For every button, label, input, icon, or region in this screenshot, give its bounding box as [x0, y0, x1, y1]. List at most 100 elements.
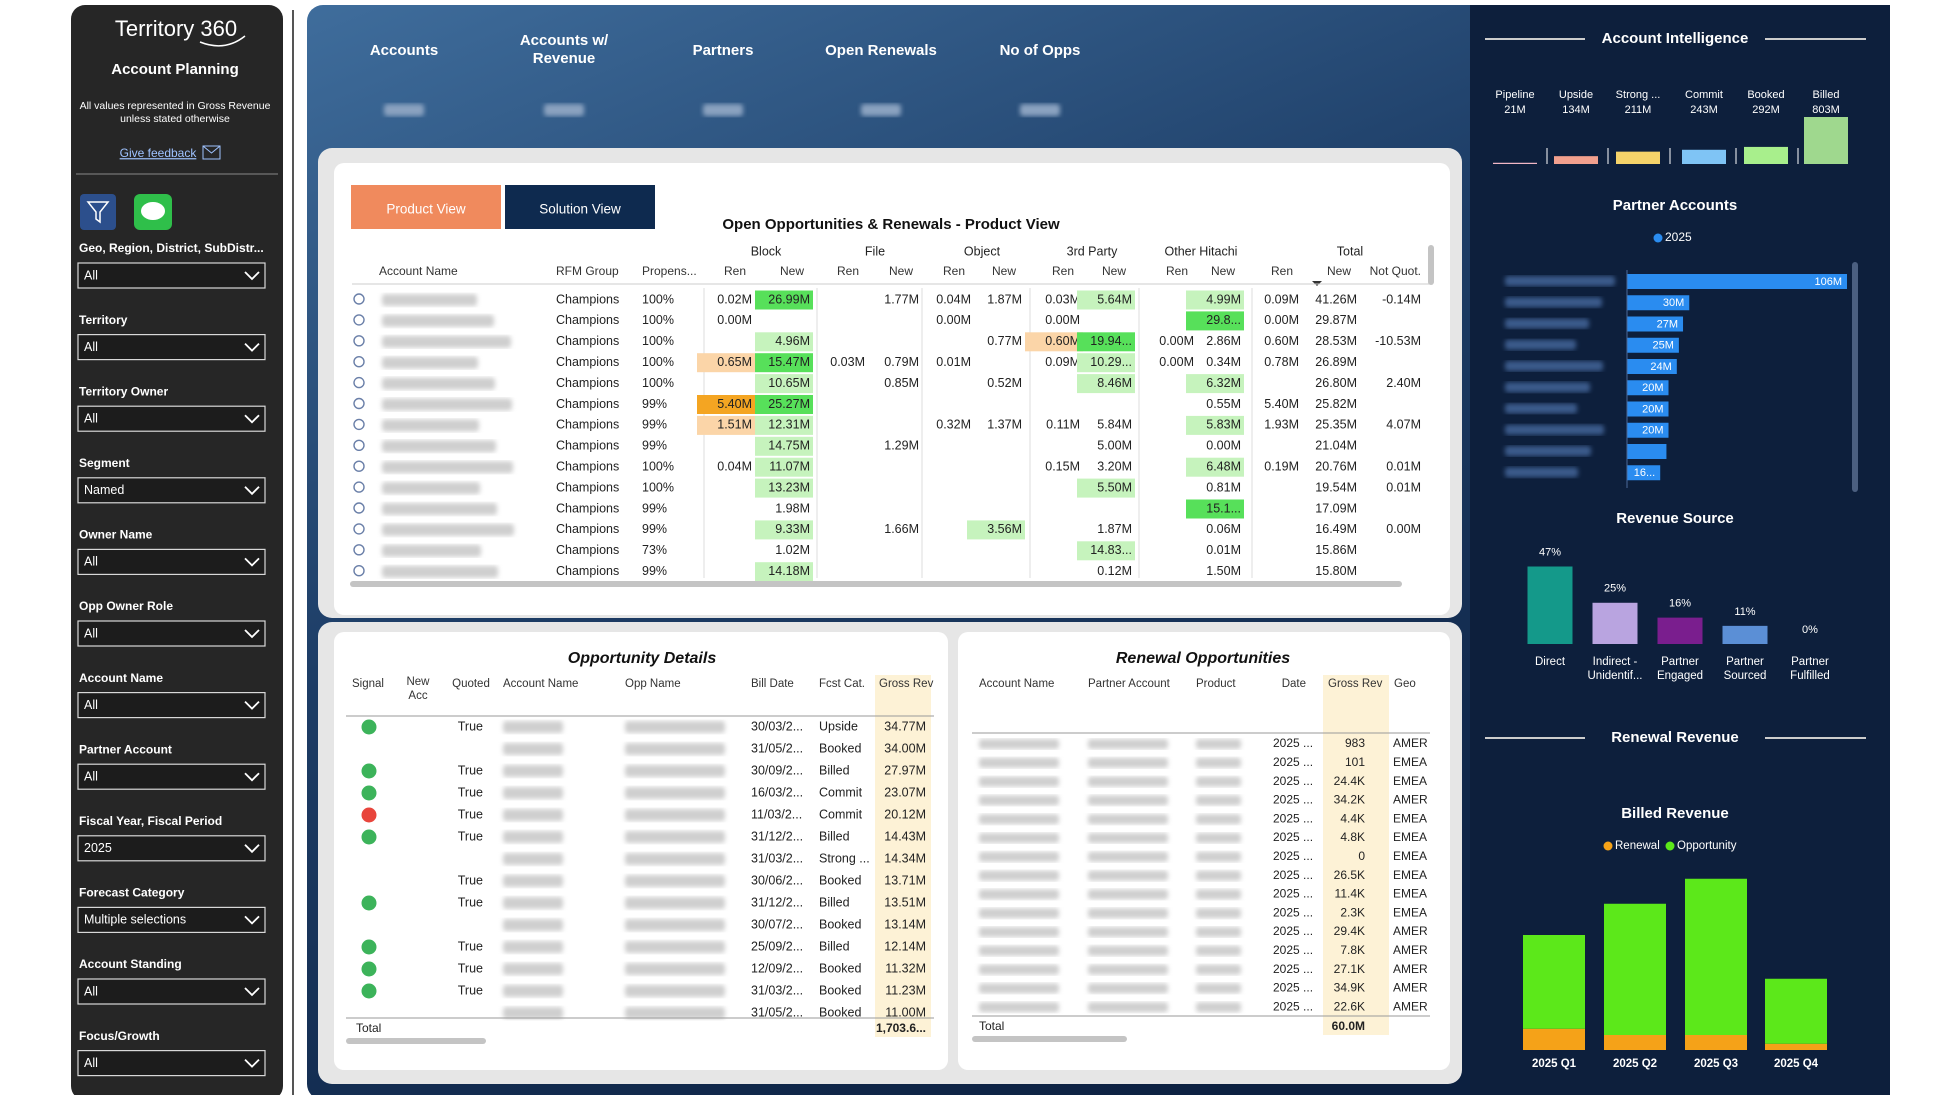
dropdown-chevron	[244, 486, 260, 496]
feedback-link[interactable]: Give feedback	[120, 146, 198, 160]
redacted	[503, 831, 563, 843]
column-header: Account Name	[979, 678, 1054, 690]
table-cell: 0.01M	[1206, 543, 1241, 557]
table-cell: 9.33M	[775, 522, 810, 536]
filter-dropdown[interactable]	[77, 835, 266, 862]
redacted	[979, 889, 1059, 900]
bar	[1627, 295, 1690, 311]
row-link-icon	[353, 523, 365, 535]
bar	[1682, 149, 1726, 164]
redacted	[503, 985, 563, 997]
legend-swatch	[1665, 841, 1675, 851]
signal-dot	[360, 960, 378, 978]
table-cell: Booked	[819, 1005, 861, 1019]
table-cell: 10.65M	[768, 376, 810, 390]
view-tab[interactable]	[505, 185, 655, 229]
table-cell: 8.46M	[1097, 376, 1132, 390]
redacted	[979, 814, 1059, 825]
cell-highlight	[1077, 374, 1135, 394]
filter-dropdown[interactable]	[77, 763, 266, 790]
cell-highlight	[755, 478, 813, 498]
filter-value: All	[84, 698, 98, 712]
table-cell: Champions	[556, 355, 619, 369]
table-cell: Champions	[556, 564, 619, 578]
filter-dropdown[interactable]	[77, 906, 266, 934]
total-label: Total	[979, 1019, 1004, 1033]
column-header: RFM Group	[556, 264, 619, 278]
table-cell: 2025 ...	[1273, 887, 1313, 901]
view-tab[interactable]	[351, 185, 501, 229]
table-cell: 0.52M	[987, 376, 1022, 390]
table-cell: 99%	[642, 397, 667, 411]
table-cell: 99%	[642, 522, 667, 536]
redacted	[625, 853, 725, 865]
table-cell: 5.64M	[1097, 292, 1132, 306]
clear-filter-icon[interactable]	[80, 194, 116, 230]
column-header: Gross Rev	[879, 678, 934, 690]
filter-dropdown[interactable]	[77, 548, 266, 576]
bar-segment	[1685, 1035, 1747, 1050]
data-label: 211M	[1625, 104, 1652, 116]
filter-dropdown[interactable]	[77, 405, 266, 432]
filter-dropdown[interactable]	[77, 334, 266, 361]
redacted	[503, 963, 563, 975]
table-cell: 1.87M	[987, 292, 1022, 306]
table-cell: EMEA	[1393, 755, 1427, 769]
filter-dropdown[interactable]	[77, 691, 266, 719]
filter-dropdown[interactable]	[77, 477, 266, 504]
table-cell: Champions	[556, 543, 619, 557]
data-label: 106M	[1814, 276, 1842, 288]
table-cell: 11.4K	[1335, 887, 1365, 901]
table-cell: AMER	[1393, 999, 1428, 1013]
column-header: Ren	[837, 264, 859, 278]
data-label: 0%	[1802, 624, 1818, 636]
table-cell: 0.00M	[1386, 522, 1421, 536]
row-link-icon	[353, 481, 365, 493]
table-cell: 11.23M	[885, 983, 926, 997]
filter-dropdown[interactable]	[77, 262, 266, 289]
column-header: Ren	[1271, 264, 1293, 278]
bar	[1657, 617, 1703, 644]
table-cell: 100%	[642, 292, 674, 306]
data-label: 24M	[1650, 361, 1671, 373]
redacted	[1196, 945, 1241, 956]
redacted	[625, 765, 725, 777]
redacted	[1196, 833, 1241, 843]
bar	[1627, 316, 1684, 332]
table-cell: 31/12/2...	[751, 829, 803, 843]
table-cell: Champions	[556, 397, 619, 411]
table-cell: Billed	[819, 829, 850, 843]
redacted	[503, 809, 563, 821]
filter-dropdown[interactable]	[77, 978, 266, 1005]
cell-highlight	[755, 353, 813, 373]
filter-dropdown[interactable]	[77, 1049, 266, 1077]
table-cell: 26.99M	[768, 292, 810, 306]
redacted	[1505, 276, 1615, 286]
redacted	[703, 104, 743, 116]
redacted	[503, 765, 563, 777]
table-cell: 100%	[642, 313, 674, 327]
table-cell: 1.37M	[987, 418, 1022, 432]
table-cell: 0.03M	[1045, 292, 1080, 306]
table-cell: 99%	[642, 439, 667, 453]
redacted	[979, 757, 1059, 768]
cell-highlight	[1077, 353, 1135, 373]
redacted	[1505, 403, 1577, 414]
filter-dropdown[interactable]	[77, 620, 266, 647]
row-link-icon	[353, 460, 365, 472]
h-scrollbar	[972, 1036, 1127, 1042]
table-cell: Champions	[556, 334, 619, 348]
data-label: 25M	[1652, 340, 1673, 352]
data-label: 292M	[1752, 104, 1780, 116]
column-header: New	[1211, 264, 1235, 278]
table-cell: 15.80M	[1315, 564, 1357, 578]
bar-segment	[1685, 878, 1747, 1035]
table-cell: Booked	[819, 873, 861, 887]
filter-label: Geo, Region, District, SubDistr...	[79, 241, 264, 255]
table-cell: 0.65M	[717, 355, 752, 369]
data-label: 30M	[1663, 297, 1684, 309]
v-scrollbar	[1428, 245, 1434, 285]
table-cell: 23.07M	[884, 785, 926, 799]
redacted	[1505, 361, 1603, 371]
h-scrollbar	[350, 581, 1402, 587]
